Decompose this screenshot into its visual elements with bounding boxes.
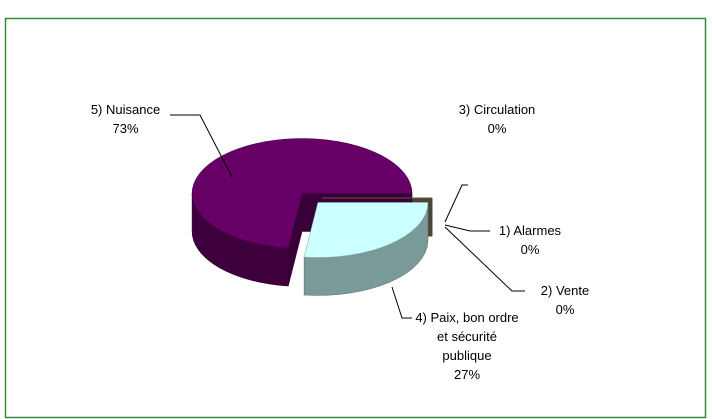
- leader-line: [170, 114, 233, 178]
- slice-value-label: 0%: [555, 302, 575, 317]
- leader-line: [444, 184, 468, 223]
- slice: [303, 202, 429, 258]
- leader-line: [444, 224, 490, 232]
- slice-value-label: 27%: [453, 367, 481, 382]
- slice-label: 1) Alarmes: [498, 223, 562, 238]
- slice-label: 4) Paix, bon ordre et sécurité publique: [415, 310, 519, 363]
- slice-label: 5) Nuisance: [90, 102, 161, 117]
- slice-value-label: 0%: [520, 242, 540, 257]
- slice-label: 3) Circulation: [458, 102, 536, 117]
- slice-value-label: 73%: [112, 121, 139, 136]
- leader-line: [444, 226, 525, 292]
- slice-label: 2) Vente: [540, 283, 590, 298]
- slice-value-label: 0%: [487, 121, 507, 136]
- leader-line: [391, 286, 412, 319]
- slice: [191, 138, 413, 249]
